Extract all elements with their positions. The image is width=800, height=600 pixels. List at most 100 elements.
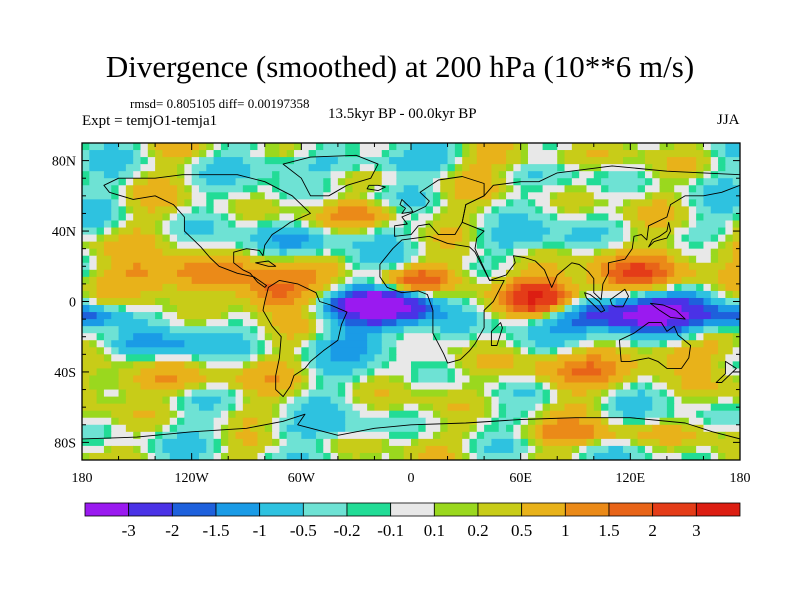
field-cell [220, 431, 229, 440]
coastline-asia [461, 165, 740, 301]
field-cell [681, 326, 690, 334]
field-cell [652, 269, 668, 278]
field-cell [615, 276, 653, 285]
field-cell [411, 305, 427, 313]
field-cell [308, 220, 317, 229]
field-cell [89, 269, 98, 278]
field-cell [586, 297, 617, 306]
field-cell [666, 255, 675, 264]
field-cell [484, 431, 514, 440]
field-cell [89, 241, 105, 250]
field-cell [557, 150, 566, 158]
field-cell [403, 248, 419, 257]
field-cell [213, 157, 244, 165]
field-cell [579, 290, 588, 299]
field-cell [242, 438, 259, 447]
field-cell [681, 199, 690, 207]
field-cell [491, 171, 500, 179]
field-cell [476, 445, 485, 454]
field-cell [272, 220, 295, 229]
field-cell [264, 424, 273, 433]
field-cell [155, 375, 178, 384]
field-cell [513, 438, 522, 447]
field-cell [418, 452, 456, 460]
field-cell [476, 234, 485, 243]
field-cell [513, 340, 522, 348]
field-cell [220, 424, 229, 433]
field-cell [411, 213, 419, 222]
field-cell [652, 192, 675, 200]
field-cell [491, 410, 500, 419]
field-cell [549, 403, 566, 412]
field-cell [506, 199, 514, 207]
field-cell [601, 410, 609, 419]
field-cell [308, 319, 317, 327]
field-cell [527, 452, 536, 460]
field-cell [308, 452, 324, 460]
field-cell [513, 389, 536, 398]
field-cell [315, 319, 324, 327]
field-cell [133, 206, 149, 215]
field-cell [250, 347, 259, 355]
field-cell [177, 206, 193, 215]
field-cell [637, 445, 646, 454]
field-cell [615, 396, 653, 405]
field-cell [301, 305, 310, 313]
field-cell [710, 255, 719, 264]
colorbar-label: -1.5 [203, 521, 230, 540]
field-cell [89, 178, 120, 186]
field-cell [367, 403, 376, 412]
field-cell [264, 326, 280, 334]
field-cell [491, 326, 507, 334]
field-cell [228, 305, 244, 313]
field-cell [367, 192, 376, 200]
field-cell [155, 234, 164, 243]
field-cell [476, 297, 485, 306]
field-cell [725, 164, 740, 172]
field-cell [520, 417, 529, 426]
field-cell [484, 396, 493, 405]
field-cell [564, 283, 580, 292]
field-cell [681, 438, 740, 447]
colorbar-box [128, 502, 173, 517]
field-cell [279, 347, 295, 355]
field-cell [476, 206, 485, 215]
field-cell [82, 375, 90, 384]
field-cell [425, 234, 434, 243]
field-cell [184, 403, 200, 412]
field-cell [228, 403, 237, 412]
field-cell [155, 431, 164, 440]
field-cell [235, 199, 273, 207]
field-cell [666, 164, 697, 172]
field-cell [593, 431, 617, 440]
field-cell [710, 312, 740, 320]
field-cell [476, 227, 485, 236]
field-cell [198, 354, 251, 362]
field-cell [484, 382, 500, 391]
field-cell [250, 255, 266, 264]
field-cell [506, 403, 536, 412]
field-cell [637, 347, 653, 355]
field-cell [506, 157, 522, 165]
field-cell [242, 213, 266, 222]
field-cell [242, 396, 251, 405]
field-cell [315, 143, 324, 151]
field-cell [308, 389, 339, 398]
field-cell [294, 255, 339, 264]
field-cell [688, 178, 697, 186]
field-cell [608, 326, 631, 334]
field-cell [294, 283, 310, 292]
field-cell [608, 389, 617, 398]
field-cell [308, 297, 317, 306]
field-cell [725, 150, 740, 158]
field-cell [103, 269, 127, 278]
coastline-north-america [103, 174, 311, 288]
field-cell [732, 213, 740, 222]
field-cell [688, 241, 705, 250]
field-cell [396, 213, 412, 222]
field-cell [125, 206, 134, 215]
field-cell [557, 305, 566, 313]
field-cell [337, 262, 346, 271]
field-cell [118, 185, 127, 193]
field-cell [162, 234, 171, 243]
